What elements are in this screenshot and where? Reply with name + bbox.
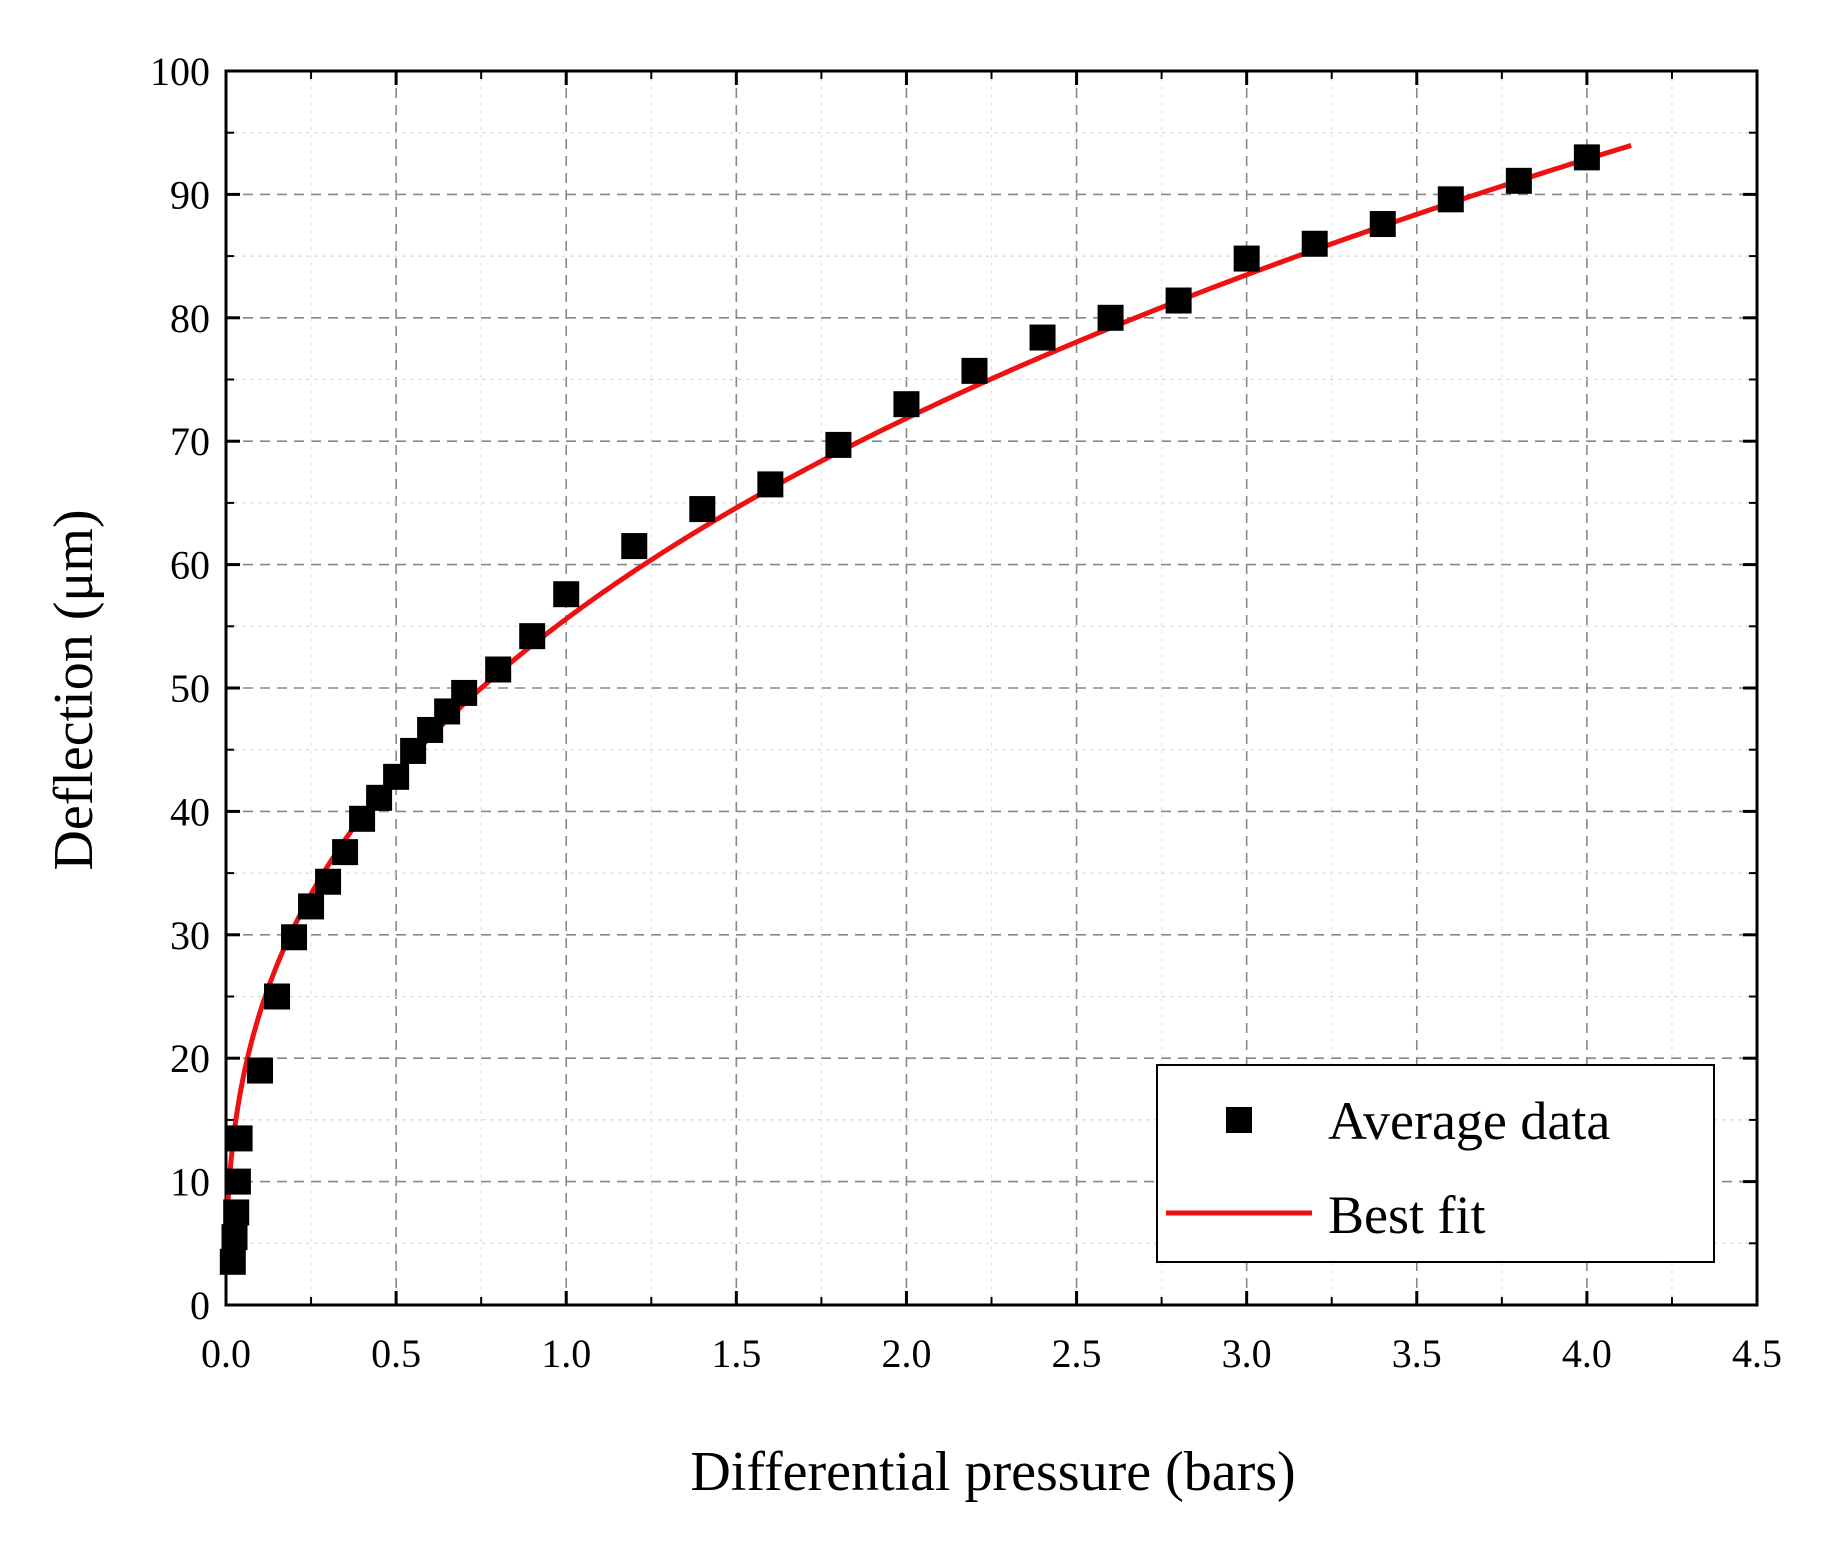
y-tick-label: 80: [170, 296, 210, 341]
axis-ticks: [224, 69, 1759, 1307]
x-tick-label: 1.5: [711, 1331, 761, 1376]
y-tick-label: 0: [190, 1283, 210, 1328]
data-point: [485, 656, 512, 683]
y-tick-label: 20: [170, 1036, 210, 1081]
data-point: [1573, 144, 1600, 171]
y-tick-label: 70: [170, 419, 210, 464]
x-tick-label: 2.5: [1052, 1331, 1102, 1376]
data-point: [332, 839, 359, 866]
y-tick-label: 30: [170, 913, 210, 958]
data-point: [298, 893, 325, 920]
data-point: [553, 581, 580, 608]
data-point: [1029, 324, 1056, 351]
y-tick-label: 50: [170, 666, 210, 711]
x-tick-label: 4.0: [1562, 1331, 1612, 1376]
data-point: [893, 391, 920, 418]
legend-marker-average-data: [1226, 1107, 1252, 1133]
x-tick-label: 1.0: [541, 1331, 591, 1376]
x-tick-label: 0.5: [371, 1331, 421, 1376]
legend-label-average-data: Average data: [1328, 1091, 1610, 1151]
data-point: [264, 983, 291, 1010]
x-tick-label: 2.0: [881, 1331, 931, 1376]
data-point: [224, 1168, 251, 1195]
legend-box: [1156, 1064, 1715, 1263]
data-point: [689, 496, 716, 523]
data-point: [315, 868, 342, 895]
data-point: [221, 1224, 248, 1251]
data-point: [1369, 211, 1396, 238]
average-data-markers: [219, 144, 1600, 1275]
x-tick-labels: 0.0 0.5 1.0 1.5 2.0 2.5 3.0 3.5 4.0 4.5: [201, 1331, 1782, 1376]
data-point: [825, 431, 852, 458]
legend-label-best-fit: Best fit: [1328, 1185, 1486, 1245]
data-point: [1233, 245, 1260, 272]
data-point: [519, 623, 546, 650]
data-point: [1097, 304, 1124, 331]
data-point: [1505, 167, 1532, 194]
y-tick-label: 60: [170, 543, 210, 588]
data-point: [383, 763, 410, 790]
data-point: [223, 1199, 250, 1226]
data-point: [757, 471, 784, 498]
data-point: [247, 1057, 274, 1084]
y-tick-label: 10: [170, 1160, 210, 1205]
data-point: [1437, 186, 1464, 213]
data-point: [1165, 287, 1192, 314]
x-tick-label: 0.0: [201, 1331, 251, 1376]
y-tick-label: 90: [170, 172, 210, 217]
data-point: [219, 1248, 246, 1275]
y-tick-labels: 0 10 20 30 40 50 60 70 80 90 100: [150, 49, 210, 1328]
y-tick-label: 100: [150, 49, 210, 94]
y-tick-label: 40: [170, 789, 210, 834]
x-tick-label: 3.0: [1222, 1331, 1272, 1376]
y-axis-title: Deflection (μm): [43, 509, 105, 870]
data-point: [281, 924, 308, 951]
data-point: [451, 679, 478, 706]
x-axis-title: Differential pressure (bars): [690, 1441, 1295, 1503]
x-tick-label: 3.5: [1392, 1331, 1442, 1376]
data-point: [621, 533, 648, 560]
x-tick-label: 4.5: [1732, 1331, 1782, 1376]
data-point: [961, 357, 988, 384]
legend: Average data Best fit: [1156, 1064, 1715, 1263]
data-point: [1301, 230, 1328, 257]
data-point: [226, 1125, 253, 1152]
